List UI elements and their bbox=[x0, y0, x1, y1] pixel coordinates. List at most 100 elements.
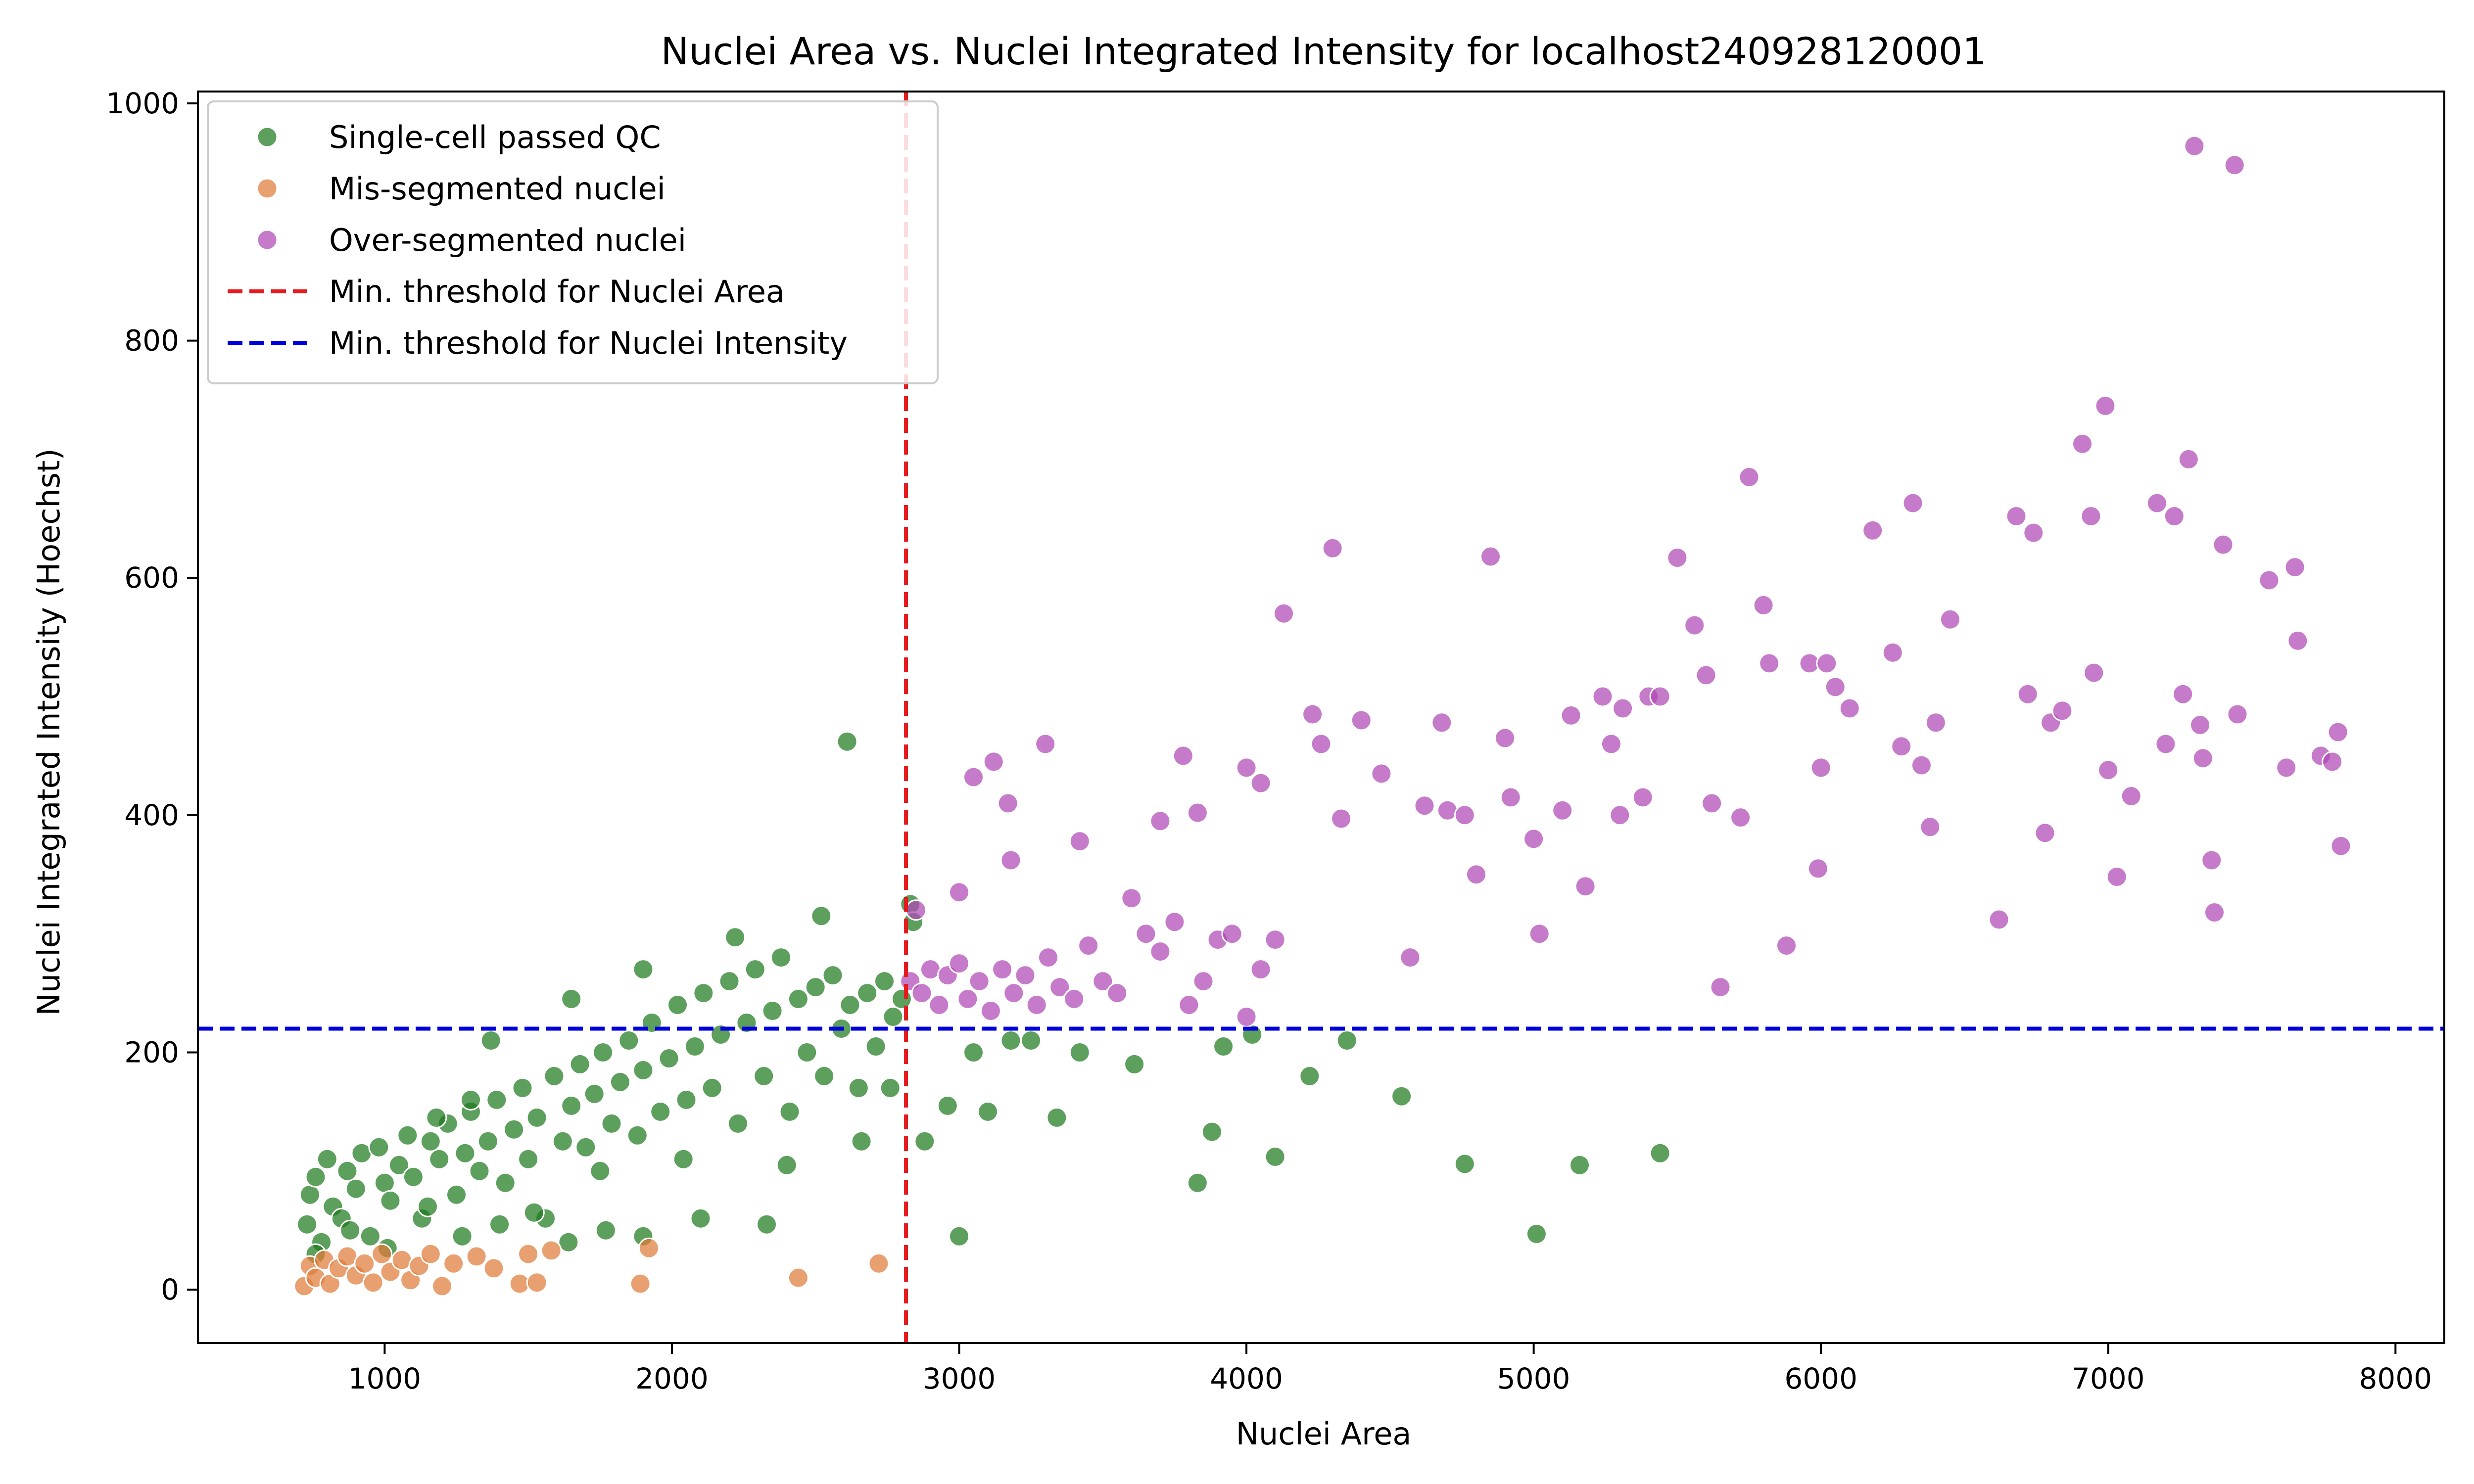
data-point bbox=[1910, 754, 1932, 776]
data-point bbox=[914, 1130, 936, 1152]
data-point bbox=[718, 971, 740, 992]
data-point bbox=[299, 1184, 321, 1206]
data-point bbox=[2201, 849, 2223, 871]
data-point bbox=[693, 982, 714, 1004]
data-point bbox=[1988, 909, 2010, 930]
legend-label: Mis-segmented nuclei bbox=[329, 171, 666, 207]
data-point bbox=[1684, 614, 1706, 636]
data-point bbox=[374, 1172, 395, 1194]
x-tick-label: 4000 bbox=[1210, 1362, 1283, 1395]
data-point bbox=[1552, 799, 1573, 821]
data-point bbox=[626, 1124, 648, 1146]
data-point bbox=[1600, 733, 1622, 755]
data-point bbox=[518, 1243, 539, 1265]
data-point bbox=[992, 959, 1013, 980]
data-point bbox=[380, 1190, 401, 1211]
data-point bbox=[1236, 1006, 1257, 1027]
data-point bbox=[486, 1089, 508, 1111]
data-point bbox=[2276, 757, 2297, 779]
data-point bbox=[2330, 835, 2352, 857]
data-point bbox=[359, 1225, 381, 1247]
data-point bbox=[1431, 712, 1453, 734]
legend-label: Min. threshold for Nuclei Intensity bbox=[329, 325, 848, 361]
data-point bbox=[1135, 923, 1157, 945]
data-point bbox=[428, 1148, 450, 1170]
data-point bbox=[2005, 506, 2027, 527]
data-point bbox=[1192, 971, 1214, 992]
data-point bbox=[526, 1107, 548, 1128]
data-point bbox=[1528, 923, 1550, 945]
data-point bbox=[1902, 492, 1924, 514]
data-point bbox=[443, 1252, 465, 1274]
data-point bbox=[417, 1196, 438, 1217]
data-point bbox=[2155, 733, 2177, 755]
data-point bbox=[1919, 816, 1941, 838]
x-axis-label: Nuclei Area bbox=[1236, 1416, 1412, 1452]
x-tick-label: 6000 bbox=[1784, 1362, 1857, 1395]
data-point bbox=[354, 1252, 376, 1274]
data-point bbox=[1172, 745, 1194, 767]
data-point bbox=[1273, 603, 1294, 624]
data-point bbox=[512, 1077, 533, 1099]
data-point bbox=[968, 971, 990, 992]
data-point bbox=[558, 1231, 579, 1253]
data-point bbox=[911, 982, 933, 1004]
data-point bbox=[371, 1243, 393, 1265]
data-point bbox=[1035, 733, 1056, 755]
data-point bbox=[2192, 747, 2214, 769]
data-point bbox=[2204, 902, 2225, 923]
data-point bbox=[756, 1213, 777, 1235]
data-point bbox=[575, 1136, 597, 1158]
data-point bbox=[879, 1077, 901, 1099]
data-point bbox=[2080, 506, 2102, 527]
data-point bbox=[494, 1172, 516, 1194]
plot-area bbox=[198, 92, 2444, 1343]
data-point bbox=[675, 1089, 697, 1111]
data-point bbox=[1264, 1146, 1286, 1167]
data-point bbox=[1020, 1030, 1042, 1051]
data-point bbox=[362, 1272, 384, 1294]
data-point bbox=[1738, 466, 1760, 488]
data-point bbox=[1525, 1223, 1547, 1245]
data-point bbox=[561, 988, 582, 1010]
data-point bbox=[305, 1166, 327, 1188]
data-point bbox=[1038, 947, 1059, 969]
data-point bbox=[1000, 1030, 1022, 1051]
data-point bbox=[839, 994, 861, 1016]
data-point bbox=[1649, 686, 1671, 707]
data-point bbox=[1560, 704, 1582, 726]
data-point bbox=[957, 988, 979, 1010]
data-point bbox=[983, 751, 1004, 773]
data-point bbox=[618, 1030, 640, 1051]
data-point bbox=[451, 1225, 473, 1247]
data-point bbox=[997, 792, 1019, 814]
data-point bbox=[1759, 652, 1780, 674]
data-point bbox=[963, 766, 984, 788]
y-tick-label: 0 bbox=[161, 1273, 179, 1306]
data-point bbox=[949, 953, 970, 974]
data-point bbox=[949, 881, 970, 903]
data-point bbox=[1730, 807, 1752, 829]
data-point bbox=[569, 1053, 591, 1075]
data-point bbox=[1710, 976, 1731, 998]
data-point bbox=[2172, 683, 2194, 705]
data-point bbox=[937, 1095, 958, 1116]
data-point bbox=[518, 1148, 539, 1170]
data-point bbox=[1178, 994, 1200, 1016]
data-point bbox=[776, 1154, 798, 1176]
legend-box bbox=[207, 100, 939, 384]
data-point bbox=[2163, 506, 2185, 527]
data-point bbox=[1480, 546, 1501, 567]
data-point bbox=[345, 1178, 367, 1200]
data-point bbox=[561, 1095, 582, 1116]
data-point bbox=[1612, 697, 1634, 719]
data-point bbox=[796, 1042, 818, 1063]
data-point bbox=[460, 1089, 481, 1111]
data-point bbox=[1569, 1154, 1590, 1176]
data-point bbox=[609, 1071, 631, 1093]
data-point bbox=[1701, 792, 1723, 814]
data-point bbox=[1466, 864, 1487, 885]
data-point bbox=[426, 1107, 447, 1128]
data-point bbox=[543, 1065, 565, 1087]
data-point bbox=[1523, 828, 1545, 850]
